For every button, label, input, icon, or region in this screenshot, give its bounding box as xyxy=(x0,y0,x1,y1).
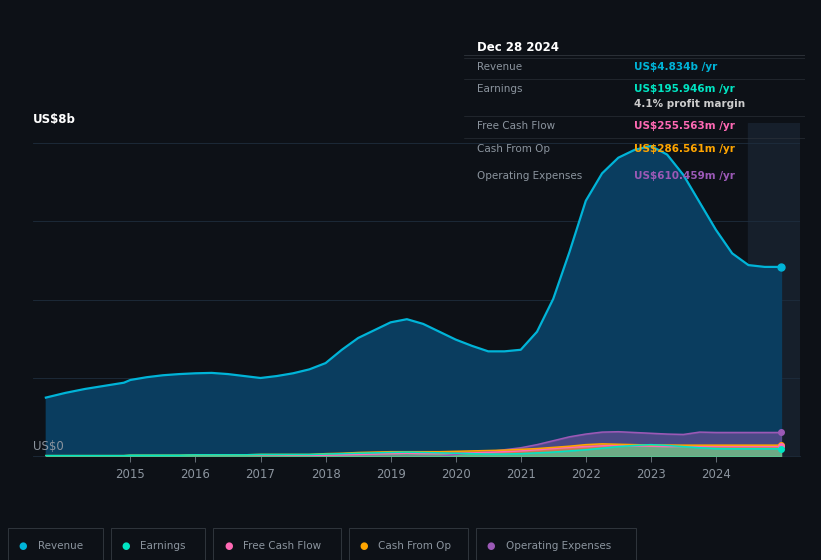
Text: US$255.563m /yr: US$255.563m /yr xyxy=(635,122,735,132)
Text: ●: ● xyxy=(487,541,495,551)
Text: Free Cash Flow: Free Cash Flow xyxy=(478,122,556,132)
Text: Cash From Op: Cash From Op xyxy=(478,143,551,153)
Text: US$8b: US$8b xyxy=(33,113,76,126)
Text: Dec 28 2024: Dec 28 2024 xyxy=(478,41,559,54)
Text: ●: ● xyxy=(19,541,27,551)
Text: 4.1% profit margin: 4.1% profit margin xyxy=(635,99,745,109)
Text: Operating Expenses: Operating Expenses xyxy=(506,541,611,551)
Text: US$610.459m /yr: US$610.459m /yr xyxy=(635,171,735,181)
Text: ●: ● xyxy=(122,541,130,551)
Text: US$286.561m /yr: US$286.561m /yr xyxy=(635,143,735,153)
Text: Earnings: Earnings xyxy=(140,541,186,551)
Text: US$4.834b /yr: US$4.834b /yr xyxy=(635,62,718,72)
Text: Operating Expenses: Operating Expenses xyxy=(478,171,583,181)
Text: Revenue: Revenue xyxy=(478,62,523,72)
Text: US$195.946m /yr: US$195.946m /yr xyxy=(635,84,735,94)
Bar xyxy=(749,123,800,456)
Text: US$0: US$0 xyxy=(33,440,63,452)
Text: Free Cash Flow: Free Cash Flow xyxy=(243,541,321,551)
Text: Earnings: Earnings xyxy=(478,84,523,94)
Text: ●: ● xyxy=(360,541,368,551)
Text: ●: ● xyxy=(224,541,232,551)
Text: Cash From Op: Cash From Op xyxy=(378,541,452,551)
Text: Revenue: Revenue xyxy=(38,541,83,551)
